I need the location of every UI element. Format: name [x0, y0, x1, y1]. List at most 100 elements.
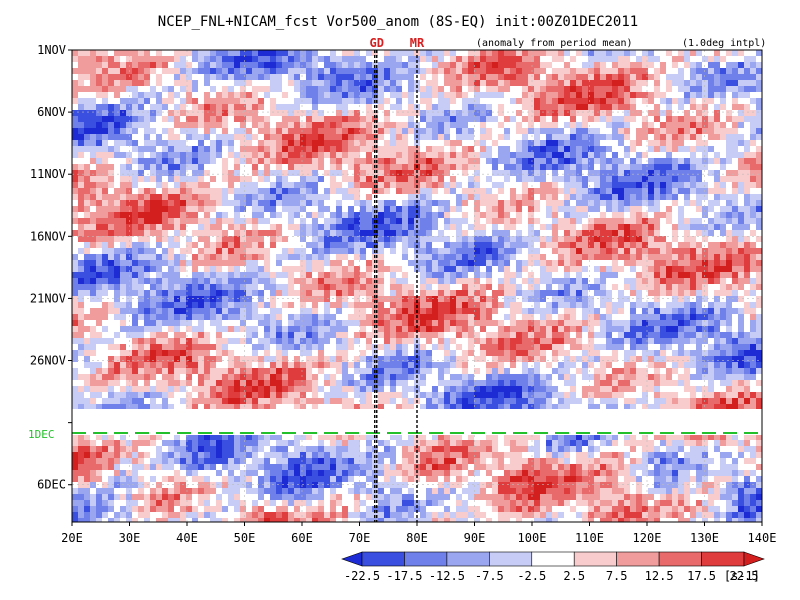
field-cell — [264, 272, 270, 278]
field-cell — [444, 170, 450, 176]
field-cell — [396, 176, 402, 182]
field-cell — [648, 224, 654, 230]
field-cell — [138, 200, 144, 206]
field-cell — [744, 338, 750, 344]
field-cell — [738, 320, 744, 326]
field-cell — [126, 74, 132, 80]
field-cell — [78, 314, 84, 320]
field-cell — [690, 68, 696, 74]
field-cell — [102, 86, 108, 92]
field-cell — [750, 218, 756, 224]
field-cell — [444, 356, 450, 362]
field-cell — [594, 194, 600, 200]
field-cell — [402, 206, 408, 212]
field-cell — [138, 212, 144, 218]
field-cell — [576, 110, 582, 116]
field-cell — [522, 116, 528, 122]
field-cell — [432, 332, 438, 338]
field-cell — [348, 248, 354, 254]
field-cell — [636, 290, 642, 296]
field-cell — [276, 260, 282, 266]
field-cell — [756, 164, 762, 170]
field-cell — [180, 152, 186, 158]
field-cell — [192, 158, 198, 164]
field-cell — [90, 182, 96, 188]
field-cell — [282, 116, 288, 122]
field-cell — [696, 134, 702, 140]
field-cell — [324, 56, 330, 62]
field-cell — [330, 332, 336, 338]
field-cell — [594, 308, 600, 314]
field-cell — [540, 152, 546, 158]
field-cell — [144, 218, 150, 224]
field-cell — [240, 230, 246, 236]
field-cell — [210, 140, 216, 146]
field-cell — [678, 290, 684, 296]
field-cell — [234, 272, 240, 278]
field-cell — [258, 218, 264, 224]
field-cell — [510, 254, 516, 260]
field-cell — [186, 74, 192, 80]
field-cell — [120, 242, 126, 248]
field-cell — [270, 224, 276, 230]
field-cell — [552, 182, 558, 188]
field-cell — [480, 110, 486, 116]
field-cell — [570, 68, 576, 74]
field-cell — [96, 266, 102, 272]
field-cell — [210, 248, 216, 254]
field-cell — [180, 80, 186, 86]
field-cell — [594, 134, 600, 140]
field-cell — [648, 74, 654, 80]
field-cell — [120, 230, 126, 236]
field-cell — [540, 356, 546, 362]
field-cell — [162, 236, 168, 242]
field-cell — [132, 242, 138, 248]
field-cell — [648, 92, 654, 98]
field-cell — [378, 290, 384, 296]
field-cell — [318, 230, 324, 236]
field-cell — [132, 104, 138, 110]
field-cell — [636, 152, 642, 158]
field-cell — [132, 248, 138, 254]
field-cell — [138, 188, 144, 194]
field-cell — [444, 314, 450, 320]
field-cell — [624, 188, 630, 194]
field-cell — [426, 350, 432, 356]
field-cell — [678, 176, 684, 182]
field-cell — [282, 188, 288, 194]
field-cell — [534, 116, 540, 122]
field-cell — [432, 134, 438, 140]
field-cell — [84, 350, 90, 356]
field-cell — [438, 56, 444, 62]
field-cell — [264, 128, 270, 134]
field-cell — [354, 182, 360, 188]
field-cell — [678, 86, 684, 92]
field-cell — [606, 344, 612, 350]
field-cell — [180, 284, 186, 290]
field-cell — [84, 344, 90, 350]
field-cell — [408, 56, 414, 62]
field-cell — [408, 296, 414, 302]
field-cell — [204, 146, 210, 152]
field-cell — [390, 212, 396, 218]
field-cell — [264, 92, 270, 98]
field-cell — [552, 152, 558, 158]
field-cell — [306, 110, 312, 116]
field-cell — [492, 290, 498, 296]
field-cell — [258, 254, 264, 260]
field-cell — [306, 272, 312, 278]
field-cell — [750, 254, 756, 260]
field-cell — [300, 302, 306, 308]
field-cell — [450, 242, 456, 248]
field-cell — [630, 326, 636, 332]
field-cell — [570, 356, 576, 362]
field-cell — [744, 236, 750, 242]
field-cell — [186, 146, 192, 152]
field-cell — [552, 212, 558, 218]
field-cell — [342, 212, 348, 218]
field-cell — [438, 92, 444, 98]
field-cell — [396, 92, 402, 98]
field-cell — [606, 158, 612, 164]
field-cell — [564, 146, 570, 152]
field-cell — [330, 74, 336, 80]
